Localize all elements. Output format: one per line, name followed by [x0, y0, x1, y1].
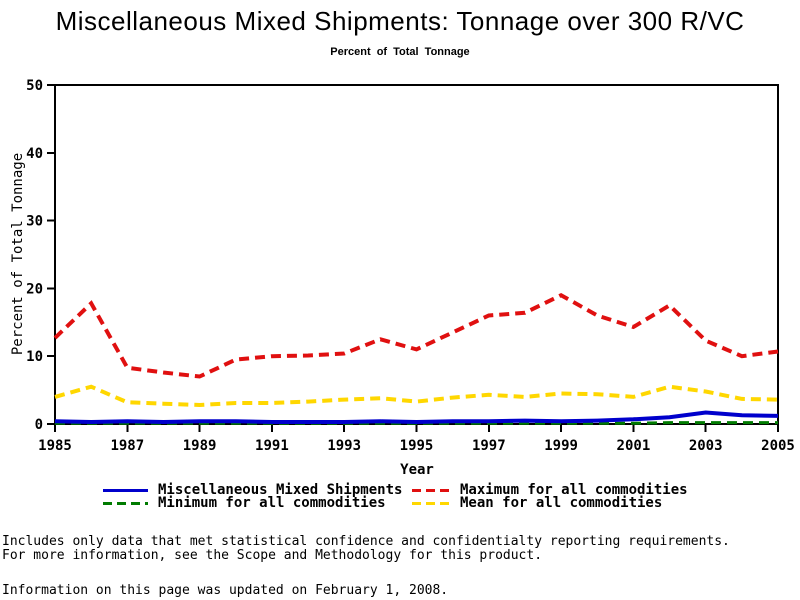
legend-label: Maximum for all commodities — [460, 482, 688, 498]
chart-title: Miscellaneous Mixed Shipments: Tonnage o… — [55, 6, 745, 36]
footnote-update-date: Information on this page was updated on … — [2, 583, 449, 598]
legend-item-minimum-for-all-commodities: Minimum for all commodities — [103, 495, 386, 511]
chart-plot: 0 10 20 30 40 50 1985 1987 1989 1991 1993 1995 1997 1… — [26, 78, 795, 454]
series-line-miscellaneous-mixed-shipments — [54, 410, 779, 425]
y-tick-label: 20 — [26, 281, 43, 297]
footnote-line-2: For more information, see the Scope and … — [2, 548, 543, 563]
y-axis-title: Percent of Total Tonnage — [10, 152, 26, 356]
chart-subtitle: Percent of Total Tonnage — [330, 46, 470, 58]
legend-item-maximum-for-all-commodities: Maximum for all commodities — [412, 482, 688, 498]
x-tick-label: 1993 — [327, 438, 361, 454]
x-tick-label: 1987 — [110, 438, 144, 454]
y-tick-label: 10 — [26, 349, 43, 365]
x-tick-label: 1985 — [38, 438, 72, 454]
legend-item-mean-for-all-commodities: Mean for all commodities — [412, 495, 663, 511]
x-tick-label: 1997 — [472, 438, 506, 454]
x-axis-title: Year — [400, 462, 434, 478]
legend-label: Miscellaneous Mixed Shipments — [158, 482, 403, 498]
x-tick-label: 1989 — [183, 438, 217, 454]
series-line-maximum-for-all-commodities — [53, 292, 779, 379]
legend-label: Minimum for all commodities — [158, 495, 386, 511]
y-tick-label: 40 — [26, 146, 43, 162]
legend-line-dashed — [412, 489, 450, 492]
x-tick-label: 1991 — [255, 438, 289, 454]
x-tick-label: 1999 — [544, 438, 578, 454]
x-tick-label: 2003 — [689, 438, 723, 454]
x-tick-label: 1995 — [400, 438, 434, 454]
legend-item-miscellaneous-mixed-shipments: Miscellaneous Mixed Shipments — [103, 482, 403, 498]
legend-label: Mean for all commodities — [460, 495, 663, 511]
legend-line-dashed — [103, 502, 148, 505]
legend-line-solid — [103, 489, 148, 492]
x-tick-label: 2001 — [617, 438, 651, 454]
series-line-mean-for-all-commodities — [54, 384, 779, 408]
x-tick-label: 2005 — [761, 438, 795, 454]
footnote-line-1: Includes only data that met statistical … — [2, 534, 730, 549]
legend-line-dashed — [412, 502, 450, 505]
y-tick-label: 30 — [26, 214, 43, 230]
y-tick-label: 0 — [35, 417, 43, 433]
y-tick-label: 50 — [26, 78, 43, 94]
